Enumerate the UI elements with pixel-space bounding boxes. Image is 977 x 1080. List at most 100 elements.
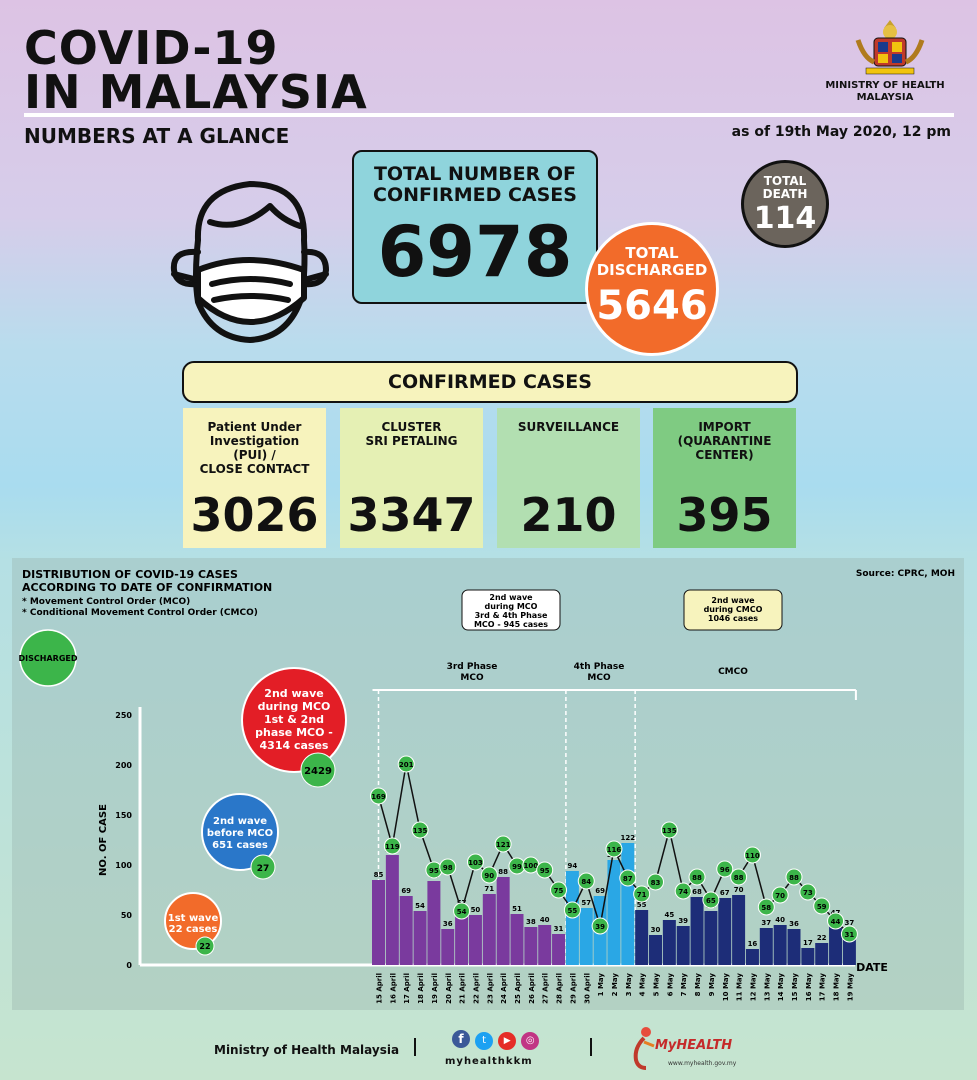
- bar: [759, 928, 773, 965]
- wave2-mco12-label: during MCO: [258, 700, 331, 713]
- confirmed-card-label-line: (QUARANTINE: [677, 434, 772, 448]
- x-tick-label: 19 April: [431, 973, 439, 1004]
- discharged-point-label: 103: [468, 859, 483, 867]
- phase3-label: MCO: [460, 673, 484, 683]
- phase3-label: 3rd Phase: [447, 662, 498, 672]
- confirmed-card-label-line: Patient Under: [207, 420, 302, 434]
- bar: [745, 949, 759, 965]
- total-confirmed-label-2: CONFIRMED CASES: [373, 184, 577, 206]
- discharged-point-label: 39: [595, 923, 605, 931]
- myhealth-url[interactable]: www.myhealth.gov.my: [668, 1060, 737, 1067]
- coat-of-arms-icon: [855, 20, 925, 75]
- discharged-point-label: 83: [651, 879, 661, 887]
- confirmed-card-label-line: IMPORT: [698, 420, 751, 434]
- confirmed-card-value: 210: [520, 488, 617, 542]
- title-line-2: IN MALAYSIA: [24, 65, 368, 119]
- y-tick-label: 0: [126, 961, 132, 970]
- chart-note-mco: * Movement Control Order (MCO): [22, 597, 190, 607]
- confirmed-card-value: 3347: [347, 488, 476, 542]
- discharged-point-label: 84: [581, 878, 591, 886]
- total-death-label-2: DEATH: [762, 187, 808, 201]
- discharged-point: [466, 853, 484, 871]
- youtube-icon[interactable]: ▶: [498, 1032, 517, 1050]
- bar-value-label: 94: [568, 862, 578, 870]
- mco34-info-text: 2nd wave: [489, 593, 533, 602]
- discharged-point-label: 71: [637, 891, 647, 899]
- bar-value-label: 54: [415, 902, 425, 910]
- bar-value-label: 85: [374, 871, 384, 879]
- wave2-mco12-label: 4314 cases: [260, 739, 329, 752]
- discharged-point-label: 31: [845, 931, 855, 939]
- discharged-point: [397, 755, 415, 773]
- discharged-point: [840, 925, 858, 943]
- y-tick-label: 150: [115, 811, 132, 820]
- discharged-point-label: 96: [720, 866, 730, 874]
- discharged-point-label: 55: [568, 907, 578, 915]
- bar: [773, 925, 787, 965]
- wave2-before-discharged-value: 27: [257, 864, 270, 874]
- twitter-icon[interactable]: t: [475, 1032, 494, 1050]
- bar-value-label: 40: [540, 916, 550, 924]
- discharged-point: [633, 885, 651, 903]
- confirmed-cases-heading: CONFIRMED CASES: [182, 361, 798, 403]
- cmco-info-text: during CMCO: [704, 605, 763, 614]
- bar: [579, 908, 593, 965]
- bar: [662, 920, 676, 965]
- discharged-point-label: 65: [706, 897, 716, 905]
- bar-value-label: 38: [526, 918, 536, 926]
- discharged-point-label: 135: [662, 827, 677, 835]
- discharged-point-label: 70: [775, 892, 785, 900]
- x-tick-label: 27 April: [542, 973, 550, 1004]
- phase4-label: 4th Phase: [574, 662, 625, 672]
- discharged-point: [674, 882, 692, 900]
- x-tick-label: 14 May: [777, 973, 785, 1002]
- bar: [676, 926, 690, 965]
- confirmed-card-label: CLUSTER SRI PETALING: [340, 420, 483, 448]
- total-death-badge: TOTAL DEATH 114: [741, 160, 829, 248]
- wave2-before-bubble: [201, 793, 279, 871]
- discharged-point-label: 87: [623, 875, 633, 883]
- bar: [510, 914, 524, 965]
- discharged-point-label: 88: [789, 874, 799, 882]
- discharged-point-label: 44: [831, 918, 841, 926]
- wave2-before-label: 2nd wave: [213, 816, 267, 827]
- discharged-point-label: 74: [678, 888, 688, 896]
- bar-value-label: 122: [620, 834, 635, 842]
- discharged-point-label: 135: [413, 827, 428, 835]
- y-tick-label: 100: [115, 861, 132, 870]
- discharged-legend-label: DISCHARGED: [19, 654, 78, 663]
- total-discharged-value: 5646: [596, 283, 708, 329]
- bar-value-label: 30: [651, 926, 661, 934]
- discharged-point: [383, 837, 401, 855]
- bar-value-label: 50: [471, 906, 481, 914]
- bar: [649, 935, 662, 965]
- wave1-label: 22 cases: [169, 924, 218, 935]
- title-line-1: COVID-19: [24, 21, 279, 75]
- section-subtitle: NUMBERS AT A GLANCE: [24, 124, 290, 148]
- bar-value-label: 45: [664, 911, 674, 919]
- facebook-icon[interactable]: f: [452, 1030, 470, 1048]
- discharged-point: [716, 860, 734, 878]
- instagram-icon[interactable]: ◎: [521, 1032, 540, 1050]
- y-tick-label: 250: [115, 711, 132, 720]
- bar-value-label: 55: [637, 901, 647, 909]
- page-title: COVID-19 IN MALAYSIA: [24, 21, 368, 119]
- confirmed-card-value: 395: [676, 488, 773, 542]
- discharged-point: [730, 868, 748, 886]
- social-handle[interactable]: myhealthkkm: [445, 1056, 533, 1067]
- discharged-point-label: 116: [607, 846, 622, 854]
- discharged-point: [550, 881, 568, 899]
- bar-value-label: 40: [775, 916, 785, 924]
- discharged-point: [563, 901, 581, 919]
- bar: [621, 843, 635, 965]
- discharged-point: [453, 902, 471, 920]
- confirmed-card-value: 3026: [190, 488, 319, 542]
- bar-value-label: 70: [734, 886, 744, 894]
- bar: [496, 877, 510, 965]
- x-tick-label: 18 April: [417, 973, 425, 1004]
- total-discharged-label-1: TOTAL: [625, 244, 679, 262]
- total-confirmed-value: 6978: [377, 211, 573, 293]
- bar: [468, 915, 482, 965]
- bar: [787, 929, 801, 965]
